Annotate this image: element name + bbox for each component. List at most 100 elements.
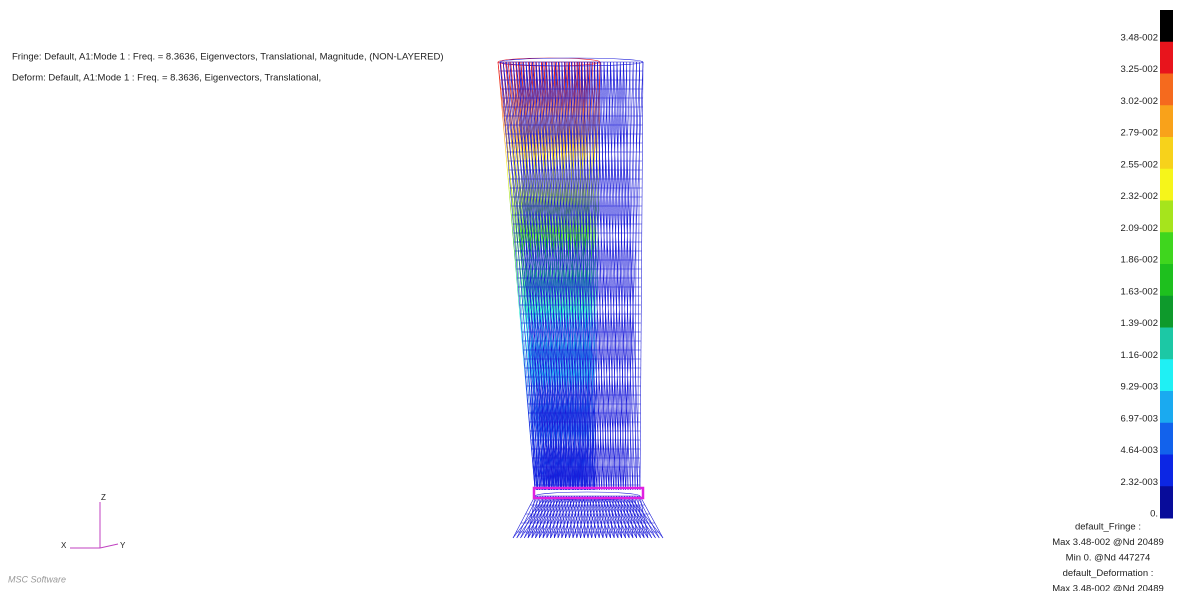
mesh-line [602,495,611,539]
mesh-line [520,495,551,539]
mesh-line [639,61,644,491]
mesh-line [618,61,634,491]
mesh-ring [499,57,644,67]
mesh-line [509,61,543,491]
mesh-line [634,495,656,539]
mesh-line [551,61,560,491]
logo: MSC Software [8,574,66,584]
mesh-line [584,61,598,491]
mesh-line [583,495,596,539]
legend-swatch [1160,486,1173,519]
legend-label: 3.48-002 [1120,32,1158,43]
mesh-line [582,61,585,491]
mesh-line [606,61,615,491]
mesh-line [637,61,641,491]
mesh-line [512,495,536,539]
legend-label: 6.97-003 [1120,413,1158,424]
mesh-line [512,61,545,491]
mesh-line [625,61,644,491]
mesh-line [506,61,541,491]
mesh-line [605,495,615,539]
mesh-line [553,495,575,539]
mesh-line [568,495,586,539]
mesh-line [538,61,564,491]
legend-label: 1.86-002 [1120,255,1158,266]
mesh-line [584,61,589,491]
mesh-line [620,61,637,491]
axis-triad: Z X Y [61,493,126,550]
mesh-line [577,61,593,491]
legend-swatch [1160,105,1173,138]
mesh-line [571,61,574,491]
summary: default_Fringe : Max 3.48-002 @Nd 20489 Mi… [1052,522,1164,591]
legend-label: 2.79-002 [1120,128,1158,139]
mesh-line [564,61,584,491]
mesh-line [561,495,580,539]
mesh-line [587,61,592,491]
triad-label: Y [120,541,126,550]
mesh-line [619,61,624,491]
mesh-line [520,495,541,539]
legend-label: 3.25-002 [1120,64,1158,75]
mesh-line [629,495,649,539]
mesh-line [528,61,543,491]
mesh-line [550,495,573,539]
constraint-ring [532,486,645,500]
mesh-line [519,61,550,491]
mesh-line [613,61,619,491]
mesh-line [541,61,567,491]
mesh-line [557,495,578,539]
mesh-line [602,495,609,539]
legend-swatch [1160,41,1173,74]
mesh-line [567,61,586,491]
mesh-line [623,61,626,491]
legend-swatch [1160,200,1173,233]
mesh-line [572,495,588,539]
mesh-line [608,495,619,539]
mesh-line [597,495,604,539]
wireframe [499,57,644,491]
legend-swatch [1160,137,1173,170]
mesh-line [546,495,570,539]
mesh-line [520,61,549,491]
summary-line: Min 0. @Nd 447274 [1066,553,1151,564]
mesh-line [538,495,565,539]
mesh-line [574,61,591,491]
summary-line: Max 3.48-002 @Nd 20489 [1052,584,1164,591]
mesh-line [580,61,595,491]
legend-label: 0. [1150,509,1158,520]
mesh-line [571,61,588,491]
mesh-line [558,61,579,491]
legend-label: 1.39-002 [1120,318,1158,329]
mesh-line [606,495,612,539]
summary-line: default_Deformation : [1063,568,1154,579]
mesh-line [528,61,557,491]
mesh-line [554,61,562,491]
legend-label: 9.29-003 [1120,382,1158,393]
legend-swatch [1160,295,1173,328]
mesh-line [590,61,603,491]
triad-label: X [61,541,67,550]
mesh-line [587,61,600,491]
mesh-line [516,495,549,539]
legend-label: 2.32-003 [1120,477,1158,488]
mesh-line [600,61,610,491]
mesh-line [512,495,546,539]
color-legend: 3.48-002 3.25-002 3.02-002 2.79-002 2.55-002… [1120,10,1173,520]
mesh-line [574,61,576,491]
mesh-line [542,495,567,539]
mesh-line [515,61,548,491]
mesh-line [594,61,602,491]
legend-swatch [1160,422,1173,455]
summary-line: Max 3.48-002 @Nd 20489 [1052,537,1164,548]
legend-swatch [1160,10,1173,43]
legend-swatch [1160,168,1173,201]
legend-swatch [1160,359,1173,392]
mesh-line [639,495,664,539]
mesh-line [600,495,608,539]
mesh-line [597,61,607,491]
mesh-line [525,61,555,491]
mesh-line [499,61,536,491]
mesh-line [639,495,649,539]
mesh-line [610,495,615,539]
